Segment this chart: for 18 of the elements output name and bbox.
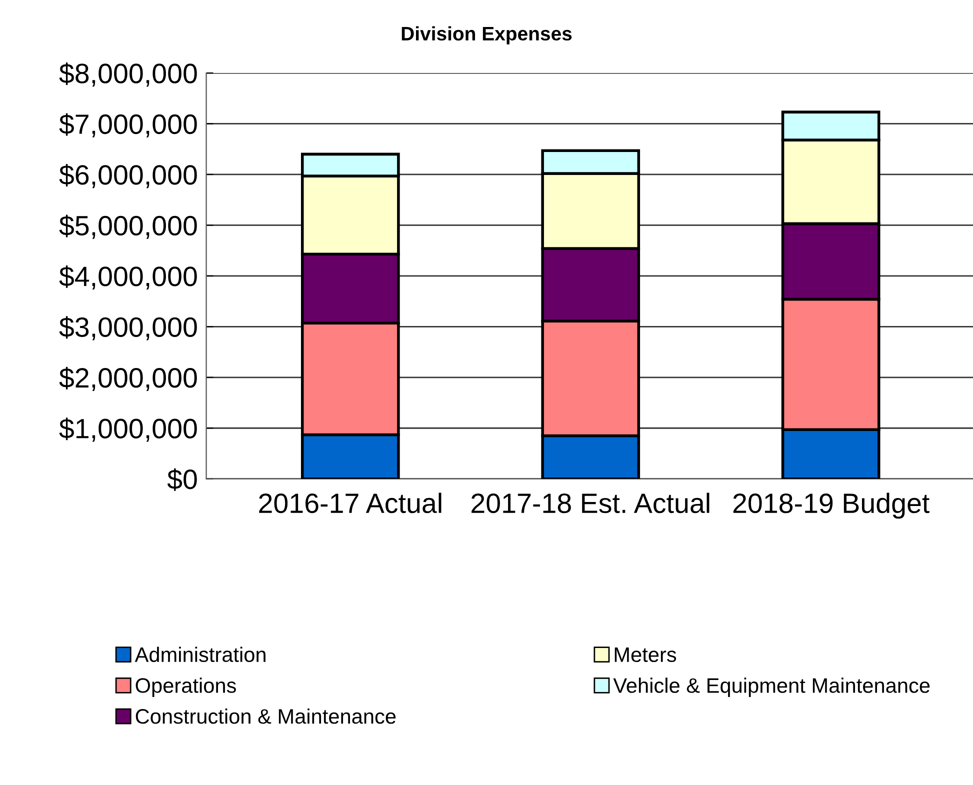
y-tick-label: $8,000,000 (59, 62, 197, 87)
legend-label: Administration (134, 646, 266, 662)
x-tick-label: 2018-19 Budget (733, 492, 930, 519)
y-tick-label: $3,000,000 (59, 316, 197, 340)
y-tick-label: $4,000,000 (59, 265, 197, 290)
y-tick-label: $7,000,000 (59, 113, 197, 138)
y-tick-label: $0 (167, 468, 197, 491)
x-tick-label: 2017-18 Est. Actual (472, 492, 710, 514)
y-tick-label: $5,000,000 (59, 214, 197, 239)
x-tick-label: 2016-17 Actual (259, 492, 442, 514)
y-tick-label: $6,000,000 (59, 164, 197, 188)
y-tick-label: $2,000,000 (59, 366, 197, 392)
legend-label: Vehicle & Equipment Maintenance (613, 678, 930, 698)
legend-label: Operations (136, 678, 236, 698)
legend-label: Construction & Maintenance (136, 708, 396, 724)
chart-title: Division Expenses (402, 26, 572, 44)
y-tick-label: $1,000,000 (59, 418, 197, 442)
legend-label: Meters (614, 648, 676, 662)
